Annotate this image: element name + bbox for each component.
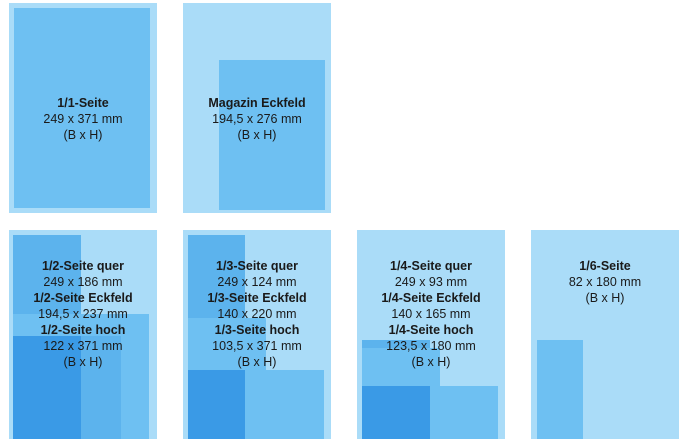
card-full-page[interactable]: 1/1-Seite 249 x 371 mm (B x H) (9, 3, 157, 213)
full-page-size: 249 x 371 mm (43, 112, 123, 126)
half-eckfeld-title: 1/2-Seite Eckfeld (33, 291, 133, 305)
third-eckfeld-title: 1/3-Seite Eckfeld (207, 291, 307, 305)
half-unit: (B x H) (63, 355, 103, 369)
full-page-unit: (B x H) (63, 128, 103, 142)
third-quer-title: 1/3-Seite quer (216, 259, 298, 273)
quarter-quer-size: 249 x 93 mm (394, 275, 468, 289)
card-half-page[interactable]: 1/2-Seite quer 249 x 186 mm 1/2-Seite Ec… (9, 230, 157, 439)
magazine-corner-unit: (B x H) (237, 128, 277, 142)
third-hoch-size: 103,5 x 371 mm (212, 339, 302, 353)
card-sixth-page[interactable]: 1/6-Seite 82 x 180 mm (B x H) (531, 230, 679, 439)
third-page-label: 1/3-Seite quer 249 x 124 mm 1/3-Seite Ec… (183, 258, 331, 370)
card-quarter-page[interactable]: 1/4-Seite quer 249 x 93 mm 1/4-Seite Eck… (357, 230, 505, 439)
full-page-title: 1/1-Seite (57, 96, 109, 110)
third-hoch-title: 1/3-Seite hoch (214, 323, 300, 337)
quarter-eckfeld-title: 1/4-Seite Eckfeld (381, 291, 481, 305)
half-quer-title: 1/2-Seite quer (42, 259, 124, 273)
quarter-page-label: 1/4-Seite quer 249 x 93 mm 1/4-Seite Eck… (357, 258, 505, 370)
third-eckfeld-size: 140 x 220 mm (217, 307, 297, 321)
half-eckfeld-size: 194,5 x 237 mm (38, 307, 128, 321)
quarter-eckfeld-size: 140 x 165 mm (391, 307, 471, 321)
quarter-overlap-area (362, 386, 430, 439)
quarter-unit: (B x H) (411, 355, 451, 369)
half-quer-size: 249 x 186 mm (43, 275, 123, 289)
magazine-corner-title: Magazin Eckfeld (208, 96, 306, 110)
card-third-page[interactable]: 1/3-Seite quer 249 x 124 mm 1/3-Seite Ec… (183, 230, 331, 439)
third-overlap-area (188, 370, 245, 439)
sixth-area (537, 340, 583, 439)
magazine-corner-label: Magazin Eckfeld 194,5 x 276 mm (B x H) (183, 95, 331, 143)
quarter-quer-title: 1/4-Seite quer (390, 259, 472, 273)
quarter-hoch-size: 123,5 x 180 mm (386, 339, 476, 353)
sixth-page-unit: (B x H) (585, 291, 625, 305)
half-hoch-size: 122 x 371 mm (43, 339, 123, 353)
half-page-label: 1/2-Seite quer 249 x 186 mm 1/2-Seite Ec… (9, 258, 157, 370)
sixth-page-label: 1/6-Seite 82 x 180 mm (B x H) (531, 258, 679, 306)
card-magazine-corner[interactable]: Magazin Eckfeld 194,5 x 276 mm (B x H) (183, 3, 331, 213)
sixth-page-size: 82 x 180 mm (568, 275, 642, 289)
full-page-label: 1/1-Seite 249 x 371 mm (B x H) (9, 95, 157, 143)
third-unit: (B x H) (237, 355, 277, 369)
sixth-page-title: 1/6-Seite (579, 259, 631, 273)
quarter-wide-area (362, 386, 498, 439)
third-quer-size: 249 x 124 mm (217, 275, 297, 289)
magazine-corner-size: 194,5 x 276 mm (212, 112, 302, 126)
half-hoch-title: 1/2-Seite hoch (40, 323, 126, 337)
quarter-hoch-title: 1/4-Seite hoch (388, 323, 474, 337)
third-wide-area (188, 370, 324, 439)
